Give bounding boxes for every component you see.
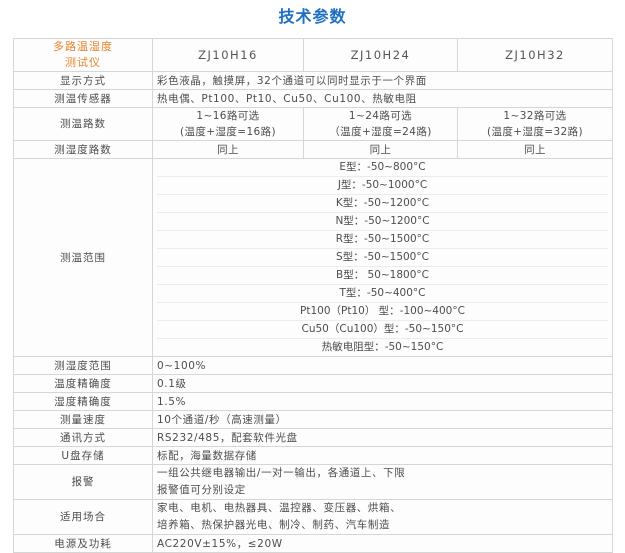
temp-range-item: J型：-50~1000°C bbox=[157, 177, 608, 195]
row-value-display-mode: 彩色液晶，触摸屏，32个通道可以同时显示于一个界面 bbox=[152, 71, 613, 90]
row-value-humidity-accuracy: 1.5% bbox=[152, 392, 613, 411]
table-row: 电源及功耗 AC220V±15%，≤20W bbox=[13, 534, 613, 553]
row-label-communication: 通讯方式 bbox=[13, 428, 153, 447]
temp-channels-1-line2: (温度+湿度=16路) bbox=[179, 126, 277, 138]
row-value-usb-storage: 标配，海量数据存储 bbox=[152, 446, 613, 465]
applications-line1: 家电、电机、电热器具、温控器、变压器、烘箱、 bbox=[157, 502, 402, 514]
table-row: 湿度精确度 1.5% bbox=[13, 392, 613, 411]
row-label-temp-accuracy: 温度精确度 bbox=[13, 374, 153, 393]
row-value-humidity-range: 0~100% bbox=[152, 356, 613, 375]
temp-channels-2-line1: 1~24路可选 bbox=[348, 110, 413, 122]
temp-channels-1-line1: 1~16路可选 bbox=[196, 110, 260, 122]
row-value-temp-sensor: 热电偶、Pt100、Pt10、Cu50、Cu100、热敏电阻 bbox=[152, 89, 613, 108]
row-value-humidity-channels-3: 同上 bbox=[457, 140, 613, 159]
temp-range-item: S型：-50~1500°C bbox=[157, 249, 608, 267]
row-value-temp-channels-2: 1~24路可选 （温度+湿度=24路) bbox=[303, 107, 458, 141]
row-label-temp-channels: 测温路数 bbox=[13, 107, 153, 141]
row-label-humidity-channels: 测湿度路数 bbox=[13, 140, 153, 159]
model-cell-1: ZJ10H16 bbox=[152, 38, 304, 72]
temp-range-list: E型：-50~800°C J型：-50~1000°C K型：-50~1200°C… bbox=[152, 158, 613, 357]
alarm-line2: 报警值可分别设定 bbox=[157, 484, 246, 496]
table-row: 测量速度 10个通道/秒（高速测量） bbox=[13, 410, 613, 429]
row-value-power: AC220V±15%，≤20W bbox=[152, 534, 613, 553]
product-family-line2: 测试仪 bbox=[65, 56, 101, 69]
spec-page: 技术参数 多路温湿度 测试仪 ZJ10H16 ZJ10H24 ZJ10H32 显… bbox=[13, 7, 613, 553]
temp-channels-2-line2: （温度+湿度=24路) bbox=[329, 126, 432, 138]
temp-channels-3-line2: (温度+湿度=32路) bbox=[486, 126, 584, 138]
applications-line2: 培养箱、热保护器光电、制冷、制药、汽车制造 bbox=[157, 519, 391, 531]
row-label-measure-speed: 测量速度 bbox=[13, 410, 153, 429]
row-value-humidity-channels-2: 同上 bbox=[303, 140, 458, 159]
temp-range-item: R型：-50~1500°C bbox=[157, 231, 608, 249]
temp-range-item: T型：-50~400°C bbox=[157, 285, 608, 303]
table-header-row: 多路温湿度 测试仪 ZJ10H16 ZJ10H24 ZJ10H32 bbox=[13, 38, 613, 72]
row-value-humidity-channels-1: 同上 bbox=[152, 140, 304, 159]
row-value-temp-channels-1: 1~16路可选 (温度+湿度=16路) bbox=[152, 107, 304, 141]
temp-range-item: N型：-50~1200°C bbox=[157, 213, 608, 231]
table-row: 测湿度路数 同上 同上 同上 bbox=[13, 140, 613, 159]
row-label-humidity-range: 测湿度范围 bbox=[13, 356, 153, 375]
row-value-applications: 家电、电机、电热器具、温控器、变压器、烘箱、 培养箱、热保护器光电、制冷、制药、… bbox=[152, 499, 613, 535]
row-value-temp-accuracy: 0.1级 bbox=[152, 374, 613, 393]
table-row-temp-range: 测温范围 E型：-50~800°C J型：-50~1000°C K型：-50~1… bbox=[13, 158, 613, 357]
table-row: 通讯方式 RS232/485，配套软件光盘 bbox=[13, 428, 613, 447]
temp-range-item: 热敏电阻型：-50~150°C bbox=[321, 341, 444, 353]
row-value-communication: RS232/485，配套软件光盘 bbox=[152, 428, 613, 447]
table-row: 测温路数 1~16路可选 (温度+湿度=16路) 1~24路可选 （温度+湿度=… bbox=[13, 107, 613, 141]
technical-spec-table: 多路温湿度 测试仪 ZJ10H16 ZJ10H24 ZJ10H32 显示方式 彩… bbox=[13, 38, 613, 553]
row-value-temp-channels-3: 1~32路可选 (温度+湿度=32路) bbox=[457, 107, 613, 141]
row-label-display-mode: 显示方式 bbox=[13, 71, 153, 90]
table-row: 报警 一组公共继电器输出/一对一输出，各通道上、下限 报警值可分别设定 bbox=[13, 464, 613, 500]
model-cell-3: ZJ10H32 bbox=[457, 38, 613, 72]
temp-channels-3-line1: 1~32路可选 bbox=[503, 110, 567, 122]
row-label-temp-range: 测温范围 bbox=[13, 158, 153, 357]
table-row: U盘存储 标配，海量数据存储 bbox=[13, 446, 613, 465]
row-label-alarm: 报警 bbox=[13, 464, 153, 500]
row-value-measure-speed: 10个通道/秒（高速测量） bbox=[152, 410, 613, 429]
table-row: 测湿度范围 0~100% bbox=[13, 356, 613, 375]
temp-range-item: B型： 50~1800°C bbox=[157, 267, 608, 285]
product-family-cell: 多路温湿度 测试仪 bbox=[13, 38, 153, 72]
table-row: 显示方式 彩色液晶，触摸屏，32个通道可以同时显示于一个界面 bbox=[13, 71, 613, 90]
temp-range-item: E型：-50~800°C bbox=[157, 159, 608, 177]
row-label-usb-storage: U盘存储 bbox=[13, 446, 153, 465]
row-label-humidity-accuracy: 湿度精确度 bbox=[13, 392, 153, 411]
page-title: 技术参数 bbox=[278, 7, 347, 26]
temp-range-item: K型：-50~1200°C bbox=[157, 195, 608, 213]
temp-range-item: Pt100（Pt10） 型：-100~400°C bbox=[157, 303, 608, 321]
table-row: 适用场合 家电、电机、电热器具、温控器、变压器、烘箱、 培养箱、热保护器光电、制… bbox=[13, 499, 613, 535]
table-row: 测温传感器 热电偶、Pt100、Pt10、Cu50、Cu100、热敏电阻 bbox=[13, 89, 613, 108]
row-value-alarm: 一组公共继电器输出/一对一输出，各通道上、下限 报警值可分别设定 bbox=[152, 464, 613, 500]
alarm-line1: 一组公共继电器输出/一对一输出，各通道上、下限 bbox=[157, 467, 406, 479]
product-family-line1: 多路温湿度 bbox=[53, 40, 113, 53]
table-row: 温度精确度 0.1级 bbox=[13, 374, 613, 393]
row-label-power: 电源及功耗 bbox=[13, 534, 153, 553]
row-label-temp-sensor: 测温传感器 bbox=[13, 89, 153, 108]
model-cell-2: ZJ10H24 bbox=[303, 38, 458, 72]
row-label-applications: 适用场合 bbox=[13, 499, 153, 535]
temp-range-item: Cu50（Cu100）型：-50~150°C bbox=[157, 321, 608, 339]
